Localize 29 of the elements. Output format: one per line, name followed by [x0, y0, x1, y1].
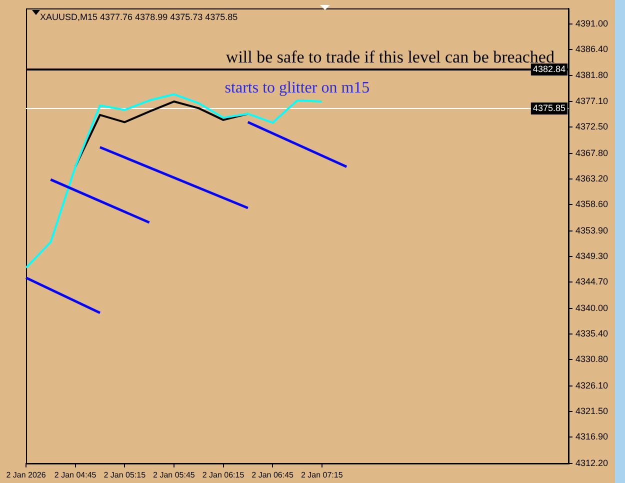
y-tick-label: 4321.50	[575, 406, 608, 416]
annotation: starts to glitter on m15	[224, 80, 370, 97]
ref-line-label: 4375.85	[532, 102, 566, 113]
y-tick-label: 4391.00	[575, 18, 608, 28]
y-tick-label: 4349.30	[575, 251, 608, 262]
x-tick-label: 2 Jan 04:45	[54, 470, 97, 480]
y-tick-label: 4330.80	[575, 354, 608, 364]
x-tick-label: 2 Jan 05:15	[104, 470, 146, 480]
y-tick-label: 4386.40	[575, 44, 608, 54]
y-tick-label: 4353.90	[575, 225, 608, 236]
y-tick-label: 4312.20	[575, 458, 608, 468]
x-tick-label: 2 Jan 05:45	[153, 470, 196, 480]
y-tick-label: 4377.10	[575, 96, 608, 106]
y-tick-label: 4340.00	[575, 302, 608, 313]
y-tick-label: 4381.80	[575, 70, 608, 80]
ref-line-label: 4382.84	[532, 64, 566, 74]
y-tick-label: 4363.20	[575, 174, 608, 184]
y-tick-label: 4367.80	[575, 148, 608, 158]
y-tick-label: 4316.90	[575, 432, 608, 442]
x-tick-label: 2 Jan 06:15	[202, 470, 245, 480]
y-tick-label: 4335.40	[575, 328, 608, 339]
x-tick-label: 2 Jan 06:45	[252, 470, 294, 480]
x-tick-label: 2 Jan 07:15	[300, 470, 344, 480]
x-tick-label: 2 Jan 2026	[6, 470, 46, 480]
chart-title: XAUUSD,M15 4377.76 4378.99 4375.73 4375.85	[40, 12, 238, 22]
y-tick-label: 4326.10	[575, 380, 608, 390]
y-tick-label: 4358.60	[575, 199, 608, 210]
y-tick-label: 4372.50	[575, 122, 608, 132]
y-tick-label: 4344.70	[575, 276, 608, 287]
